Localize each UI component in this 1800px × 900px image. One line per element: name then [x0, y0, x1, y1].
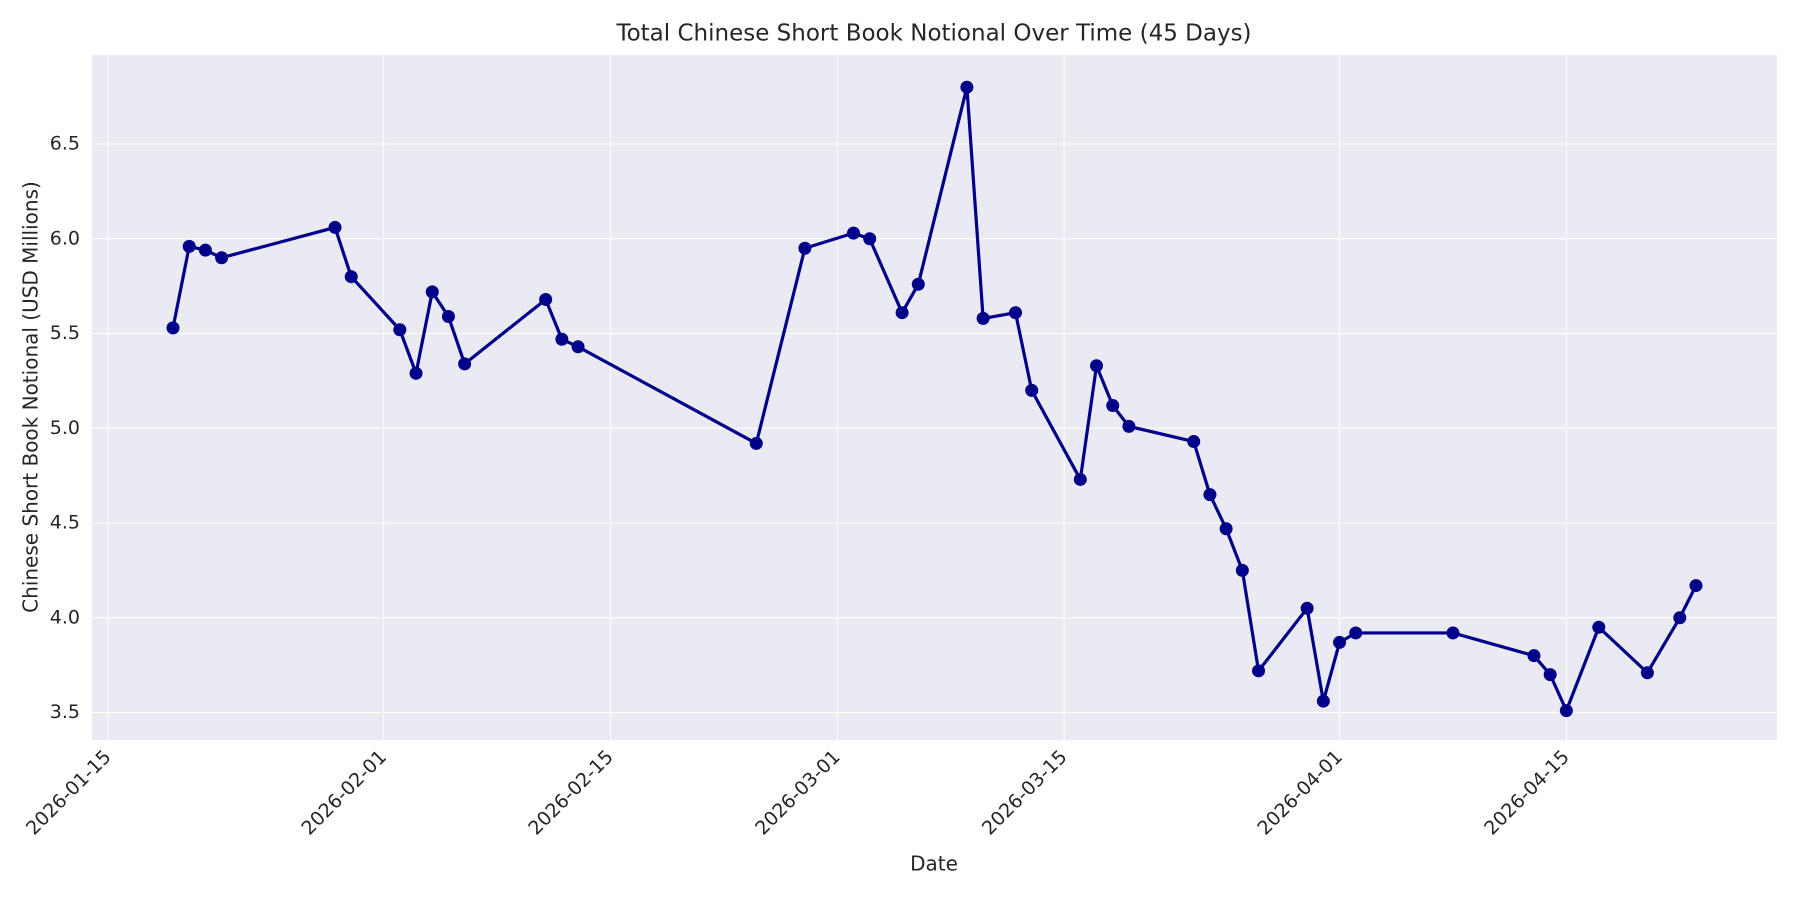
data-point: [1316, 694, 1330, 708]
data-point: [458, 357, 472, 371]
data-point: [409, 366, 423, 380]
data-point: [166, 321, 180, 335]
x-tick-label: 2026-04-15: [1480, 746, 1574, 840]
data-point: [895, 306, 909, 320]
data-point: [555, 332, 569, 346]
chart-title: Total Chinese Short Book Notional Over T…: [615, 21, 1251, 47]
y-tick-label: 5.5: [50, 322, 80, 344]
data-point: [182, 239, 196, 253]
data-point: [344, 270, 358, 284]
data-point: [976, 311, 990, 325]
data-point: [1219, 522, 1233, 536]
data-point: [441, 309, 455, 323]
data-point: [846, 226, 860, 240]
y-axis-label: Chinese Short Book Notional (USD Million…: [19, 181, 43, 613]
data-point: [1106, 399, 1120, 413]
data-point: [215, 251, 229, 265]
data-point: [328, 220, 342, 234]
data-point: [1025, 383, 1039, 397]
data-point: [749, 436, 763, 450]
data-point: [1527, 649, 1541, 663]
data-point: [1122, 419, 1136, 433]
data-point: [1592, 620, 1606, 634]
data-point: [1187, 435, 1201, 449]
x-tick-label: 2026-03-01: [751, 746, 845, 840]
data-point: [1559, 704, 1573, 718]
data-point: [798, 241, 812, 255]
data-point: [1235, 563, 1249, 577]
data-point: [1673, 611, 1687, 625]
y-tick-label: 4.5: [50, 512, 80, 534]
data-point: [571, 340, 585, 354]
data-point: [1543, 668, 1557, 682]
data-point: [1333, 635, 1347, 649]
data-point: [1300, 601, 1314, 615]
data-point: [960, 80, 974, 94]
y-tick-label: 4.0: [50, 606, 80, 628]
data-point: [911, 277, 925, 291]
data-point: [1203, 488, 1217, 502]
x-tick-label: 2026-02-01: [297, 746, 391, 840]
data-point: [1640, 666, 1654, 680]
data-point: [1009, 306, 1023, 320]
y-tick-label: 6.0: [50, 227, 80, 249]
data-point: [1689, 579, 1703, 593]
y-tick-label: 5.0: [50, 417, 80, 439]
x-tick-label: 2026-04-01: [1253, 746, 1347, 840]
x-tick-label: 2026-01-15: [22, 746, 116, 840]
data-point: [863, 232, 877, 246]
data-point: [1073, 472, 1087, 486]
plot-area: [92, 55, 1777, 740]
data-point: [198, 243, 212, 257]
y-tick-label: 3.5: [50, 701, 80, 723]
data-point: [1252, 664, 1266, 678]
data-point: [539, 292, 553, 306]
x-tick-label: 2026-03-15: [978, 746, 1072, 840]
y-tick-label: 6.5: [50, 133, 80, 155]
data-point: [393, 323, 407, 337]
x-axis-label: Date: [910, 852, 958, 876]
data-point: [425, 285, 439, 299]
data-point: [1090, 359, 1104, 373]
data-point: [1349, 626, 1363, 640]
data-point: [1446, 626, 1460, 640]
x-tick-label: 2026-02-15: [524, 746, 618, 840]
